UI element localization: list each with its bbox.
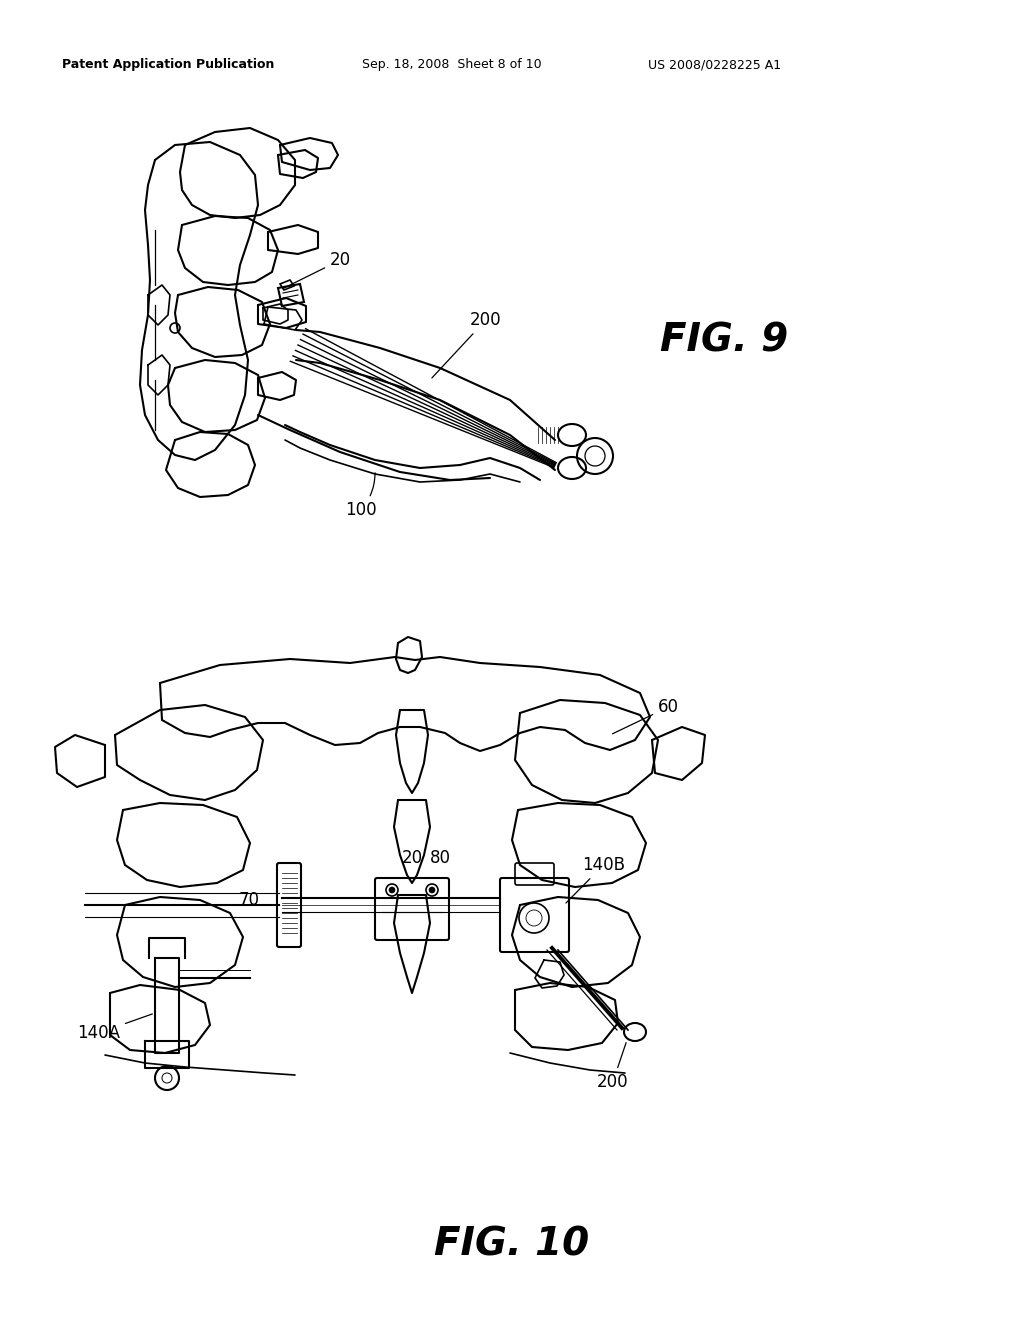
Text: Sep. 18, 2008  Sheet 8 of 10: Sep. 18, 2008 Sheet 8 of 10 (362, 58, 542, 71)
Text: 140B: 140B (566, 855, 625, 903)
Text: 20: 20 (283, 251, 351, 289)
Text: 200: 200 (432, 312, 502, 378)
Text: FIG. 9: FIG. 9 (660, 321, 788, 359)
Circle shape (429, 887, 435, 894)
Text: 140A: 140A (77, 1014, 153, 1041)
Text: US 2008/0228225 A1: US 2008/0228225 A1 (648, 58, 781, 71)
Text: 80: 80 (430, 849, 451, 867)
Circle shape (389, 887, 395, 894)
Text: 70: 70 (239, 891, 260, 909)
Text: 60: 60 (612, 698, 679, 734)
Text: FIG. 10: FIG. 10 (434, 1226, 590, 1265)
Text: 200: 200 (597, 1043, 629, 1092)
Text: Patent Application Publication: Patent Application Publication (62, 58, 274, 71)
Text: 20: 20 (402, 849, 423, 867)
Text: 100: 100 (345, 473, 377, 519)
